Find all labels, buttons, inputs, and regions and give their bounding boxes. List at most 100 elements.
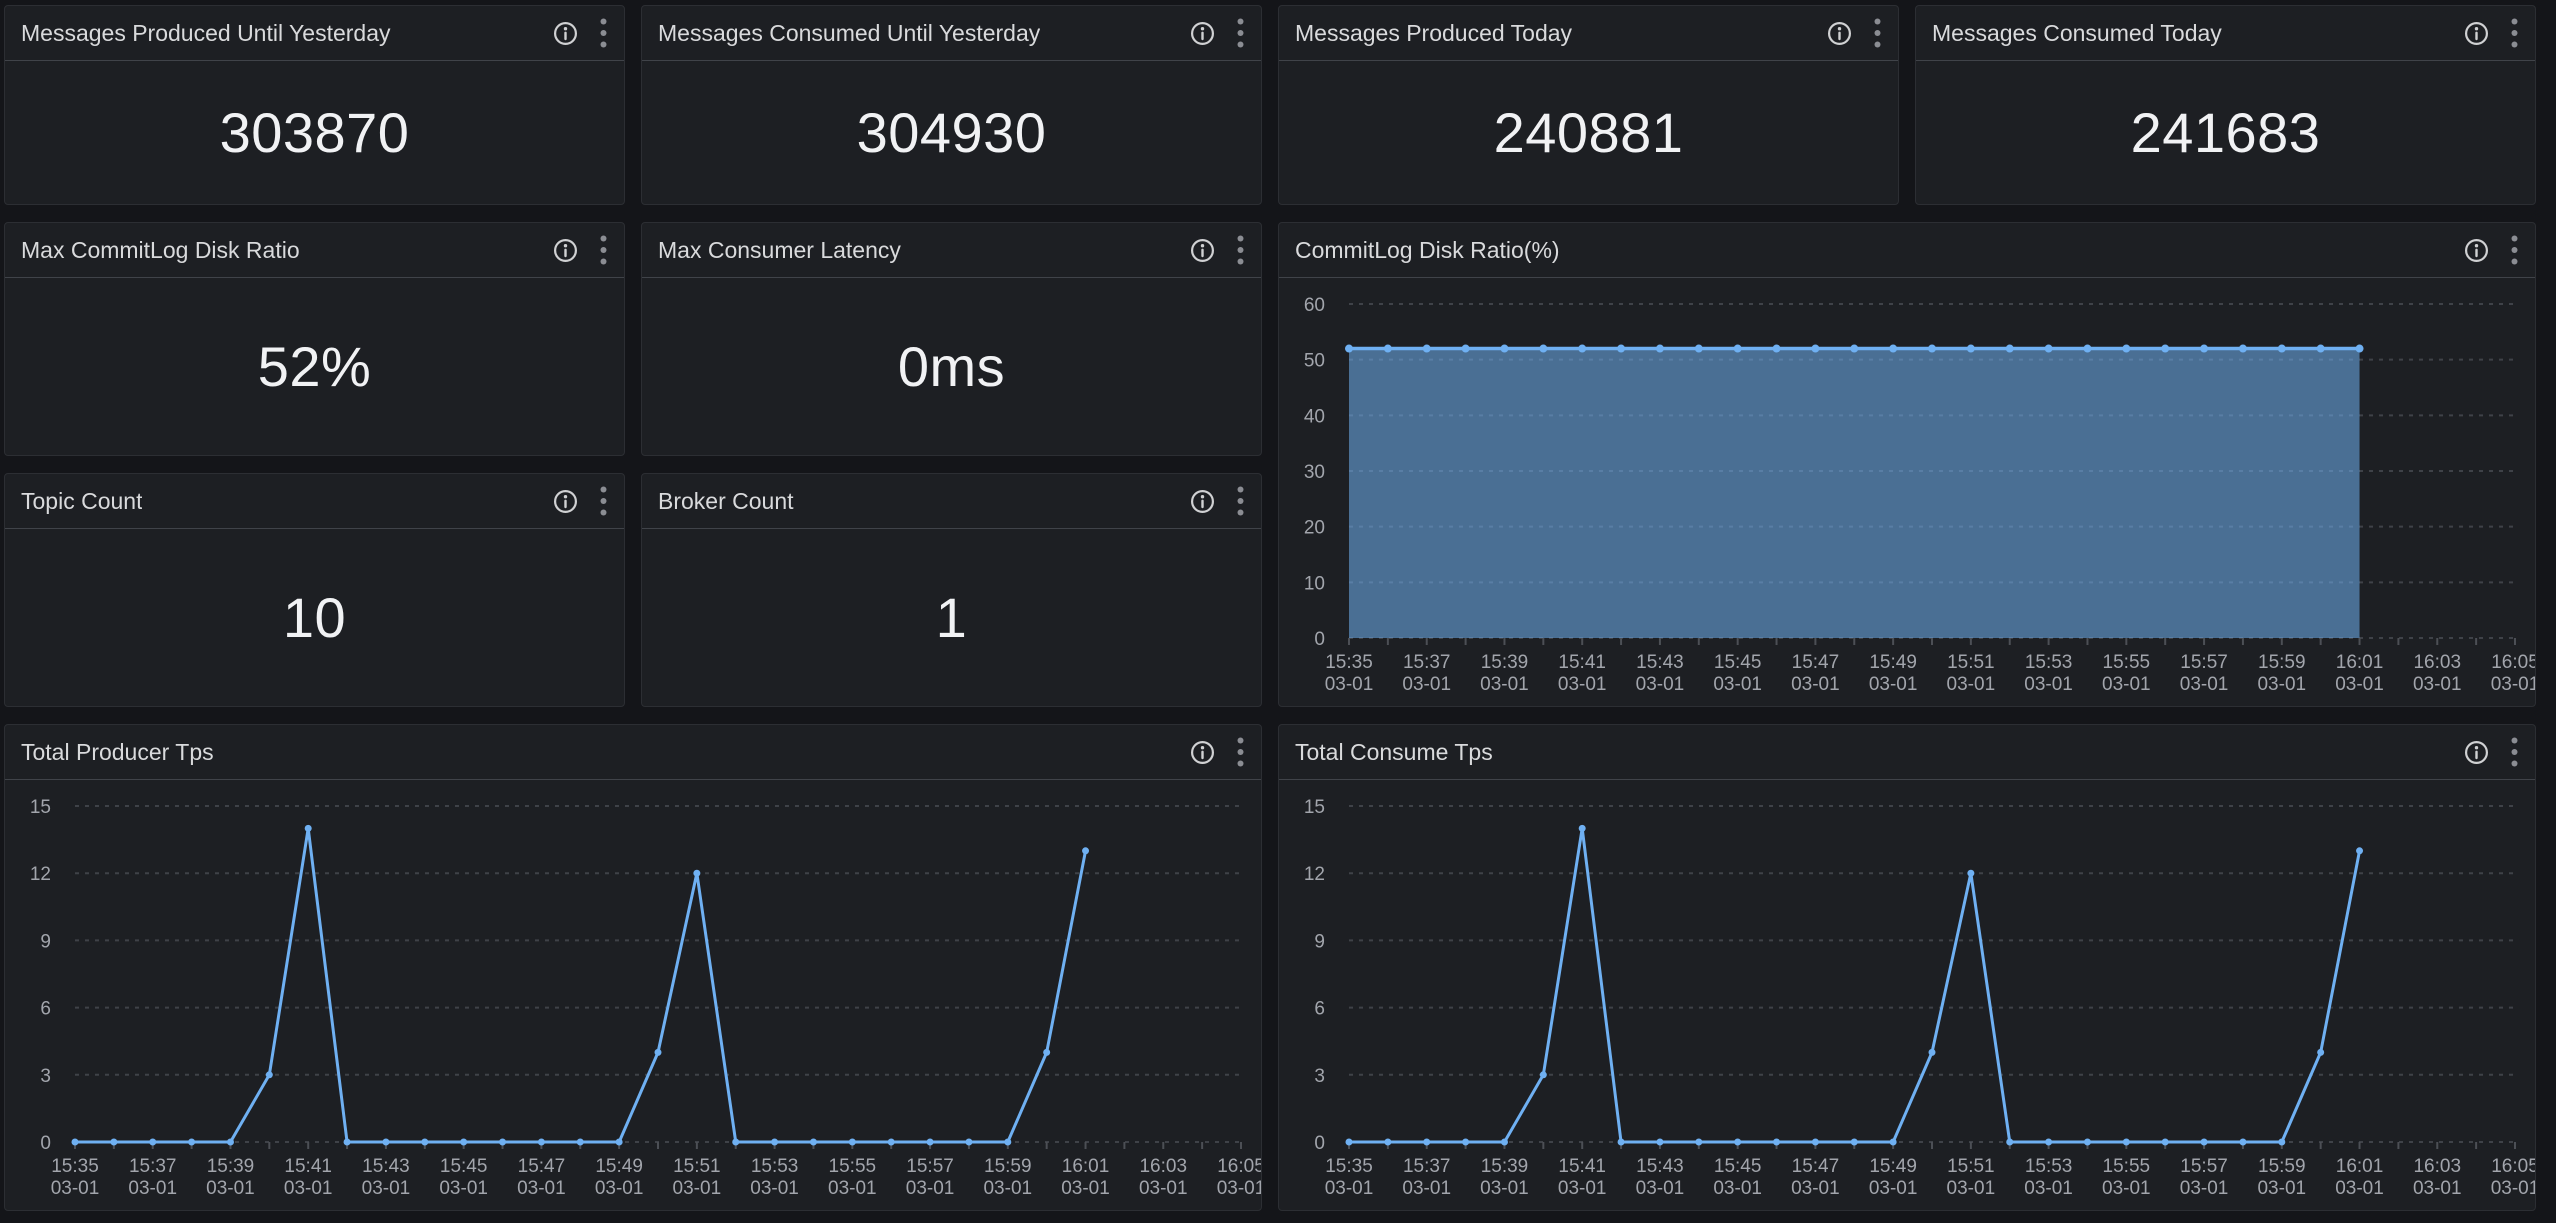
panel-title[interactable]: Messages Consumed Until Yesterday xyxy=(658,20,1040,47)
svg-text:12: 12 xyxy=(30,864,51,885)
panel-title[interactable]: Messages Consumed Today xyxy=(1932,20,2222,47)
panel-title[interactable]: Messages Produced Today xyxy=(1295,20,1572,47)
panel-menu-kebab-icon[interactable] xyxy=(1236,485,1245,517)
svg-text:03-01: 03-01 xyxy=(2024,1178,2073,1199)
panel-header: Messages Produced Today xyxy=(1279,6,1898,61)
svg-text:16:01: 16:01 xyxy=(2336,1156,2384,1177)
info-icon[interactable] xyxy=(1189,20,1216,47)
info-icon[interactable] xyxy=(552,488,579,515)
svg-text:03-01: 03-01 xyxy=(2491,674,2535,695)
panel-header: Messages Consumed Today xyxy=(1916,6,2535,61)
svg-text:16:05: 16:05 xyxy=(2491,1156,2535,1177)
svg-text:30: 30 xyxy=(1304,462,1325,483)
svg-text:03-01: 03-01 xyxy=(1791,1178,1840,1199)
panel-header-icons xyxy=(2463,17,2519,49)
stat-value: 1 xyxy=(642,529,1261,706)
info-icon[interactable] xyxy=(1189,488,1216,515)
svg-text:15:51: 15:51 xyxy=(673,1156,721,1177)
panel-header-icons xyxy=(552,485,608,517)
svg-text:03-01: 03-01 xyxy=(2024,674,2073,695)
panel-title[interactable]: Broker Count xyxy=(658,488,794,515)
panel-title[interactable]: Max CommitLog Disk Ratio xyxy=(21,237,300,264)
svg-text:6: 6 xyxy=(40,999,51,1020)
info-icon[interactable] xyxy=(1826,20,1853,47)
svg-text:03-01: 03-01 xyxy=(906,1178,955,1199)
stat-value: 303870 xyxy=(5,61,624,204)
panel-header-icons xyxy=(552,234,608,266)
panel-menu-kebab-icon[interactable] xyxy=(1236,234,1245,266)
stat-value: 304930 xyxy=(642,61,1261,204)
panel-title[interactable]: Messages Produced Until Yesterday xyxy=(21,20,391,47)
svg-text:03-01: 03-01 xyxy=(2257,1178,2306,1199)
svg-text:03-01: 03-01 xyxy=(1947,1178,1996,1199)
info-icon[interactable] xyxy=(552,20,579,47)
panel-messages-consumed-until-yesterday: Messages Consumed Until Yesterday 304930 xyxy=(641,5,1262,205)
panel-menu-kebab-icon[interactable] xyxy=(1236,736,1245,768)
panel-header: Broker Count xyxy=(642,474,1261,529)
panel-header-icons xyxy=(2463,736,2519,768)
panel-title[interactable]: CommitLog Disk Ratio(%) xyxy=(1295,237,1560,264)
svg-text:9: 9 xyxy=(40,931,51,952)
info-icon[interactable] xyxy=(1189,739,1216,766)
total-consume-tps-line-chart[interactable]: 0369121515:3503-0115:3703-0115:3903-0115… xyxy=(1279,780,2535,1210)
svg-text:15:51: 15:51 xyxy=(1947,1156,1995,1177)
svg-text:03-01: 03-01 xyxy=(1869,674,1918,695)
svg-text:03-01: 03-01 xyxy=(673,1178,722,1199)
panel-menu-kebab-icon[interactable] xyxy=(599,17,608,49)
panel-max-consumer-latency: Max Consumer Latency 0ms xyxy=(641,222,1262,456)
svg-text:15:45: 15:45 xyxy=(440,1156,488,1177)
svg-text:15:49: 15:49 xyxy=(1869,652,1917,673)
stat-value: 0ms xyxy=(642,278,1261,455)
svg-text:3: 3 xyxy=(40,1066,51,1087)
svg-text:15: 15 xyxy=(1304,797,1325,818)
svg-text:16:01: 16:01 xyxy=(2336,652,2384,673)
stat-value: 241683 xyxy=(1916,61,2535,204)
panel-max-commitlog-disk-ratio: Max CommitLog Disk Ratio 52% xyxy=(4,222,625,456)
svg-text:15:45: 15:45 xyxy=(1714,1156,1762,1177)
panel-title[interactable]: Total Consume Tps xyxy=(1295,739,1493,766)
svg-text:15:35: 15:35 xyxy=(1325,652,1373,673)
panel-commitlog-disk-ratio-chart: CommitLog Disk Ratio(%) 010203040506015:… xyxy=(1278,222,2536,707)
panel-title[interactable]: Total Producer Tps xyxy=(21,739,214,766)
panel-header: Messages Produced Until Yesterday xyxy=(5,6,624,61)
panel-total-producer-tps: Total Producer Tps 0369121515:3503-0115:… xyxy=(4,724,1262,1211)
panel-header: CommitLog Disk Ratio(%) xyxy=(1279,223,2535,278)
chart-body: 0369121515:3503-0115:3703-0115:3903-0115… xyxy=(1279,780,2535,1210)
panel-menu-kebab-icon[interactable] xyxy=(2510,736,2519,768)
panel-title[interactable]: Topic Count xyxy=(21,488,142,515)
total-producer-tps-line-chart[interactable]: 0369121515:3503-0115:3703-0115:3903-0115… xyxy=(5,780,1261,1210)
info-icon[interactable] xyxy=(2463,237,2490,264)
chart-body: 0369121515:3503-0115:3703-0115:3903-0115… xyxy=(5,780,1261,1210)
panel-menu-kebab-icon[interactable] xyxy=(1236,17,1245,49)
svg-text:15:59: 15:59 xyxy=(984,1156,1032,1177)
svg-text:3: 3 xyxy=(1314,1066,1325,1087)
panel-menu-kebab-icon[interactable] xyxy=(2510,234,2519,266)
info-icon[interactable] xyxy=(1189,237,1216,264)
panel-title[interactable]: Max Consumer Latency xyxy=(658,237,901,264)
panel-menu-kebab-icon[interactable] xyxy=(1873,17,1882,49)
info-icon[interactable] xyxy=(2463,739,2490,766)
svg-text:03-01: 03-01 xyxy=(983,1178,1032,1199)
panel-menu-kebab-icon[interactable] xyxy=(2510,17,2519,49)
svg-text:16:05: 16:05 xyxy=(2491,652,2535,673)
svg-text:15:37: 15:37 xyxy=(1403,652,1451,673)
svg-text:03-01: 03-01 xyxy=(2180,674,2229,695)
panel-broker-count: Broker Count 1 xyxy=(641,473,1262,707)
svg-text:03-01: 03-01 xyxy=(2180,1178,2229,1199)
svg-text:15:41: 15:41 xyxy=(284,1156,332,1177)
info-icon[interactable] xyxy=(2463,20,2490,47)
stat-value: 240881 xyxy=(1279,61,1898,204)
panel-menu-kebab-icon[interactable] xyxy=(599,485,608,517)
svg-text:15:59: 15:59 xyxy=(2258,1156,2306,1177)
stat-value: 52% xyxy=(5,278,624,455)
svg-text:15:51: 15:51 xyxy=(1947,652,1995,673)
svg-text:03-01: 03-01 xyxy=(1325,674,1374,695)
svg-text:15:55: 15:55 xyxy=(829,1156,877,1177)
svg-text:15:57: 15:57 xyxy=(2180,652,2228,673)
commitlog-disk-ratio-area-chart[interactable]: 010203040506015:3503-0115:3703-0115:3903… xyxy=(1279,278,2535,706)
svg-text:03-01: 03-01 xyxy=(1402,1178,1451,1199)
svg-text:03-01: 03-01 xyxy=(206,1178,255,1199)
info-icon[interactable] xyxy=(552,237,579,264)
panel-menu-kebab-icon[interactable] xyxy=(599,234,608,266)
panel-header-icons xyxy=(1826,17,1882,49)
